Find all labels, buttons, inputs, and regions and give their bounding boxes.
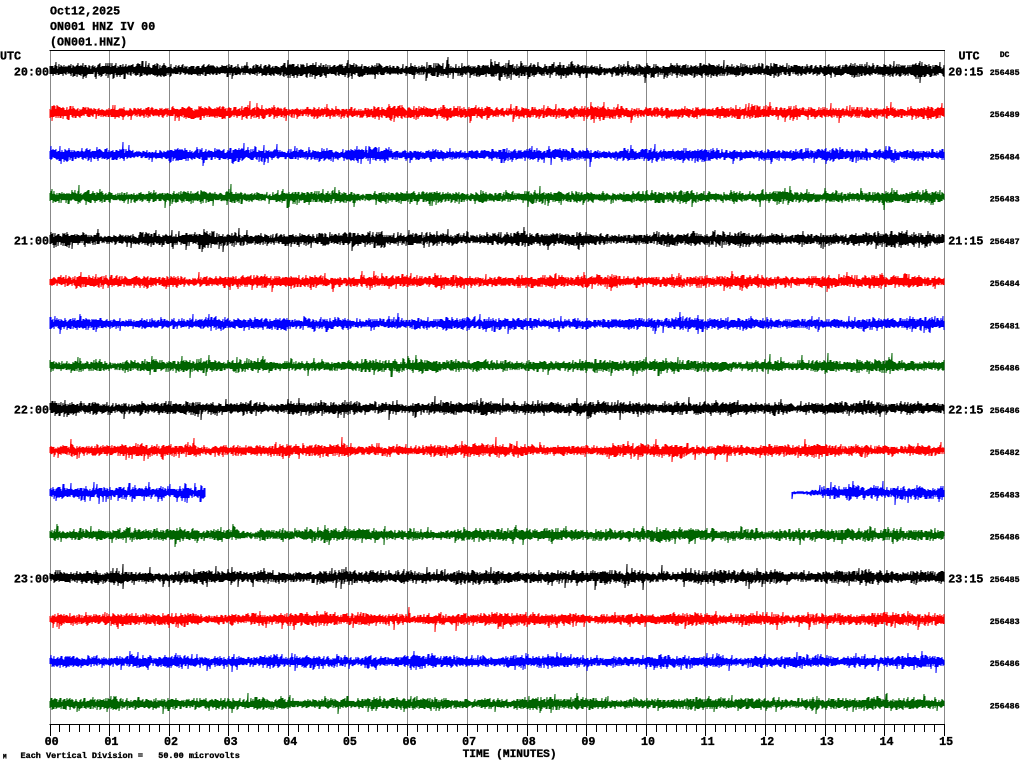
svg-text:01: 01 xyxy=(104,735,118,749)
svg-text:22:00: 22:00 xyxy=(14,403,49,417)
svg-text:256484: 256484 xyxy=(990,153,1020,162)
svg-text:07: 07 xyxy=(462,735,476,749)
svg-text:06: 06 xyxy=(402,735,416,749)
svg-text:UTC: UTC xyxy=(959,50,980,64)
svg-text:22:15: 22:15 xyxy=(948,403,983,417)
svg-text:21:15: 21:15 xyxy=(948,234,983,248)
svg-text:14: 14 xyxy=(880,735,894,749)
svg-text:13: 13 xyxy=(820,735,834,749)
svg-text:03: 03 xyxy=(224,735,238,749)
svg-text:256482: 256482 xyxy=(990,449,1020,458)
svg-text:256485: 256485 xyxy=(990,576,1020,585)
svg-text:ON001 HNZ IV 00: ON001 HNZ IV 00 xyxy=(50,20,155,34)
svg-text:10: 10 xyxy=(641,735,655,749)
svg-text:256486: 256486 xyxy=(990,365,1020,374)
svg-text:256484: 256484 xyxy=(990,280,1020,289)
svg-text:Each Vertical Division = 50.: Each Vertical Division = 50.00 microvolt… xyxy=(21,751,240,761)
svg-text:UTC: UTC xyxy=(0,50,21,64)
svg-text:256485: 256485 xyxy=(990,69,1020,78)
svg-text:08: 08 xyxy=(522,735,536,749)
svg-text:09: 09 xyxy=(581,735,595,749)
svg-text:02: 02 xyxy=(164,735,178,749)
svg-text:23:15: 23:15 xyxy=(948,572,983,586)
svg-text:256483: 256483 xyxy=(990,491,1020,500)
svg-text:Oct12,2025: Oct12,2025 xyxy=(50,4,120,18)
svg-text:256489: 256489 xyxy=(990,111,1020,120)
svg-text:256483: 256483 xyxy=(990,196,1020,205)
svg-text:256483: 256483 xyxy=(990,618,1020,627)
svg-text:M: M xyxy=(3,753,7,760)
svg-text:04: 04 xyxy=(283,735,297,749)
svg-text:256486: 256486 xyxy=(990,660,1020,669)
svg-text:05: 05 xyxy=(343,735,357,749)
svg-text:00: 00 xyxy=(45,735,59,749)
svg-text:15: 15 xyxy=(939,735,953,749)
svg-text:20:15: 20:15 xyxy=(948,66,983,80)
svg-text:TIME (MINUTES): TIME (MINUTES) xyxy=(463,749,557,761)
svg-text:256486: 256486 xyxy=(990,534,1020,543)
svg-text:12: 12 xyxy=(760,735,774,749)
svg-text:(ON001.HNZ): (ON001.HNZ) xyxy=(50,35,127,49)
svg-text:23:00: 23:00 xyxy=(14,572,49,586)
svg-text:20:00: 20:00 xyxy=(14,66,49,80)
svg-text:11: 11 xyxy=(701,735,715,749)
svg-text:21:00: 21:00 xyxy=(14,234,49,248)
svg-text:256481: 256481 xyxy=(990,322,1020,331)
svg-text:256486: 256486 xyxy=(990,407,1020,416)
svg-text:256486: 256486 xyxy=(990,702,1020,711)
svg-text:DC: DC xyxy=(1000,52,1010,60)
svg-text:256487: 256487 xyxy=(990,238,1020,247)
